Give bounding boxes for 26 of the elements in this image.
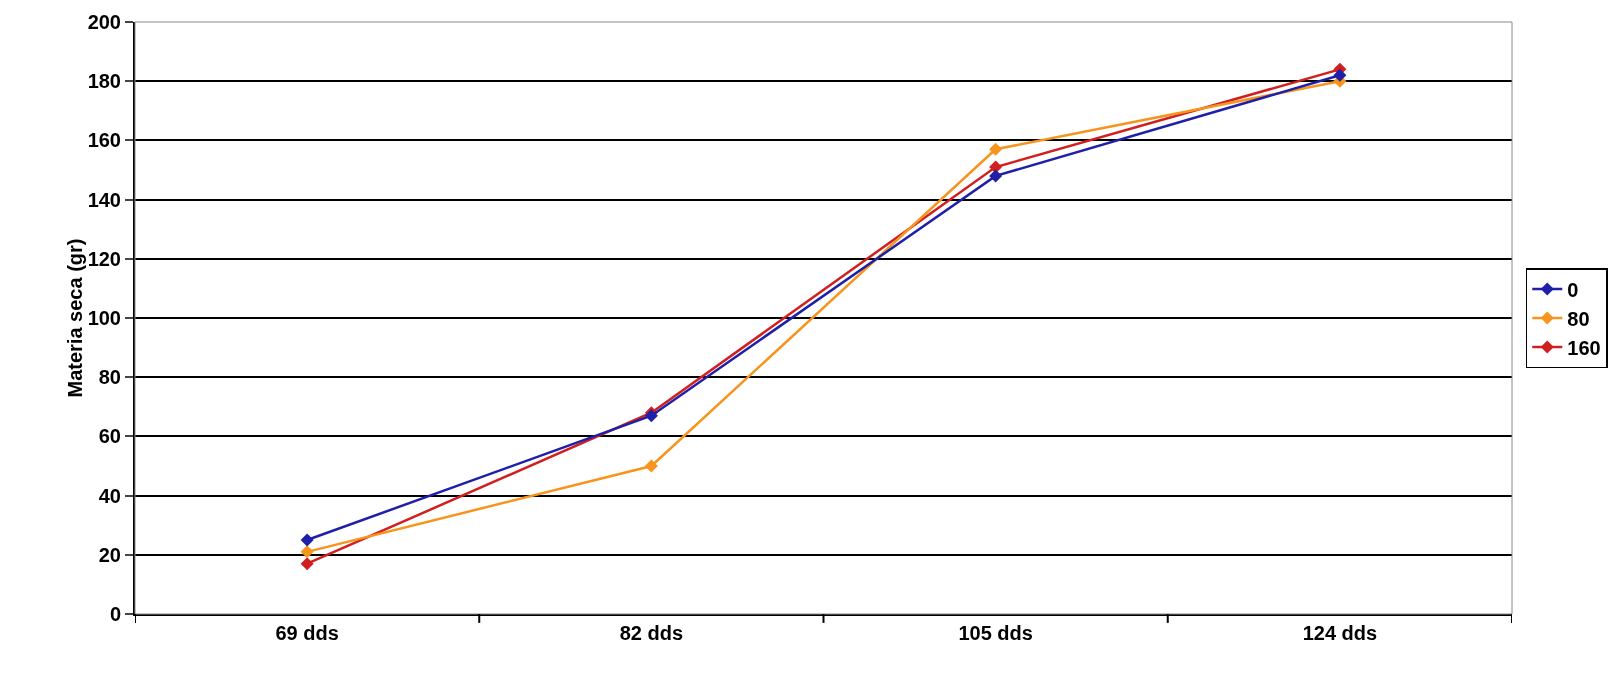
point <box>644 459 658 473</box>
y-tick-label: 40 <box>98 484 121 507</box>
legend-label: 160 <box>1567 336 1601 359</box>
y-tick-label: 100 <box>87 307 121 329</box>
point <box>300 545 314 559</box>
point <box>300 557 314 571</box>
y-tick-label: 120 <box>87 247 121 270</box>
y-tick-label: 0 <box>109 603 121 625</box>
y-tick-label: 20 <box>98 543 121 566</box>
x-tick-label: 82 dds <box>619 622 684 644</box>
point <box>989 142 1003 156</box>
x-tick-label: 124 dds <box>1302 622 1378 644</box>
point <box>989 169 1003 183</box>
point <box>300 533 314 547</box>
x-tick-label: 105 dds <box>958 622 1033 644</box>
legend-label: 0 <box>1567 278 1579 301</box>
y-tick-label: 160 <box>87 129 121 152</box>
y-tick-label: 140 <box>87 188 121 211</box>
y-tick-label: 200 <box>87 11 121 33</box>
y-tick-label: 80 <box>98 366 121 389</box>
point <box>1333 68 1347 82</box>
legend-label: 80 <box>1567 307 1590 330</box>
x-tick-label: 69 dds <box>275 622 339 644</box>
y-tick-label: 180 <box>87 70 121 93</box>
y-axis-title: Materia seca (gr) <box>63 238 86 398</box>
y-tick-label: 60 <box>98 425 121 448</box>
